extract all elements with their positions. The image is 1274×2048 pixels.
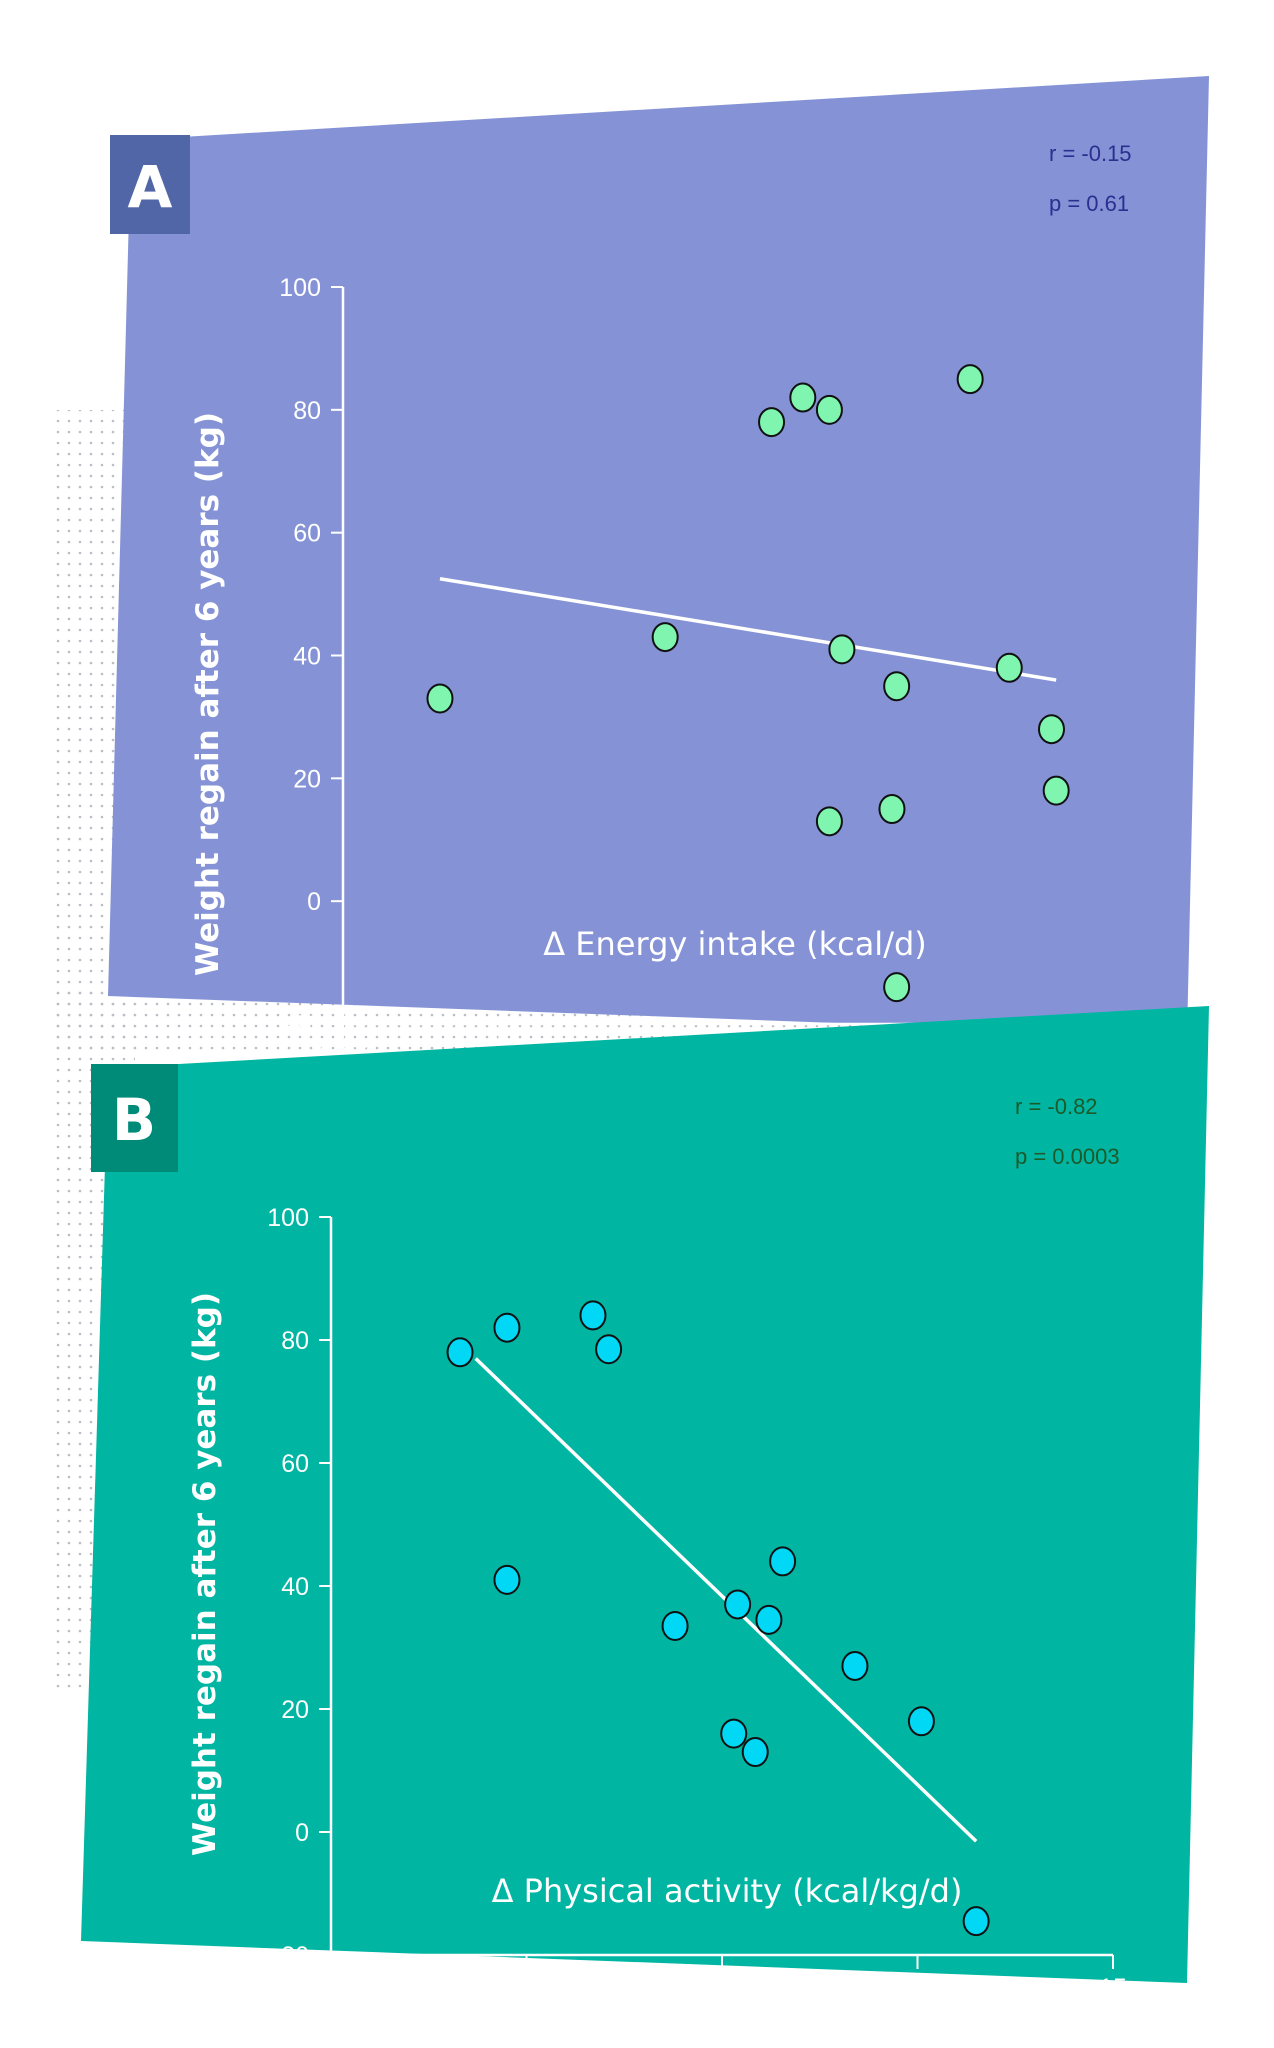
panel-a-letter: A (128, 153, 173, 221)
panel-a: A r = -0.15 p = 0.61 Weight regain after… (108, 76, 1209, 1069)
panel-b-y-tick-label: 0 (295, 1819, 309, 1847)
panel-a-data-point (1042, 775, 1070, 806)
panel-b-data-point (755, 1604, 783, 1635)
panel-a-label-box (110, 135, 190, 234)
panel-b-r-value: r = -0.82 (1015, 1094, 1098, 1119)
panel-a-data-point (1037, 714, 1065, 745)
panel-b-y-tick-label: 40 (281, 1573, 309, 1601)
panel-b-label-box (91, 1064, 178, 1172)
panel-b-x-tick-label: -5 (320, 1974, 342, 2002)
panel-a-y-tick-label: 20 (293, 765, 321, 793)
panel-a-trendline (439, 577, 1057, 682)
panel-b-x-tick-label: 15 (1099, 1974, 1127, 2002)
panel-b-data-point (579, 1300, 607, 1331)
panel-a-data-point (789, 382, 817, 413)
panel-a-data-point (995, 652, 1023, 683)
panel-b-data-point (720, 1718, 748, 1749)
panel-a-y-tick-label: 0 (307, 888, 321, 916)
panel-a-r-value: r = -0.15 (1049, 141, 1132, 166)
panel-a-data-point (651, 622, 679, 653)
panel-b-data-point (769, 1546, 797, 1577)
panel-b-background (81, 1006, 1209, 1983)
panel-b-data-point (841, 1650, 869, 1681)
panel-b-data-point (446, 1337, 474, 1368)
panel-b-y-tick-label: 80 (281, 1327, 309, 1355)
panel-a-p-value: p = 0.61 (1049, 191, 1129, 216)
panel-a-data-point (426, 683, 454, 714)
panel-a-y-tick-label: -20 (285, 1011, 321, 1039)
panel-b-x-tick-label: 10 (904, 1974, 932, 2002)
panel-a-y-axis-label: Weight regain after 6 years (kg) (190, 412, 226, 976)
panel-b-data-point (724, 1589, 752, 1620)
panel-a-data-point (883, 972, 911, 1003)
panel-b-y-tick-label: 20 (281, 1696, 309, 1724)
panel-a-data-point (815, 394, 843, 425)
panel-a-background (108, 76, 1209, 1036)
panel-b-x-tick-label: 5 (715, 1974, 729, 2002)
panel-b-y-axis-label: Weight regain after 6 years (kg) (187, 1292, 223, 1856)
panel-a-y-tick-label: 40 (293, 643, 321, 671)
panel-b-y-tick-label: -20 (273, 1942, 309, 1970)
panel-b-y-tick-label: 60 (281, 1450, 309, 1478)
panel-b-data-point (962, 1906, 990, 1937)
panel-b: B r = -0.82 p = 0.0003 Weight regain aft… (81, 1006, 1209, 2002)
panel-a-y-tick-label: 100 (279, 274, 321, 302)
panel-b-data-point (661, 1610, 689, 1641)
panel-b-data-point (907, 1706, 935, 1737)
panel-b-data-point (595, 1334, 623, 1365)
panel-b-letter: B (112, 1086, 156, 1154)
panel-b-p-value: p = 0.0003 (1015, 1144, 1120, 1169)
panel-a-x-axis-label: Δ Energy intake (kcal/d) (543, 925, 927, 963)
panel-a-data-point (883, 671, 911, 702)
panel-b-data-point (741, 1737, 769, 1768)
panel-b-data-point (493, 1312, 521, 1343)
panel-a-data-point (815, 806, 843, 837)
panel-b-y-tick-label: 100 (267, 1204, 309, 1232)
panel-a-data-point (956, 364, 984, 395)
panel-b-x-axis-label: Δ Physical activity (kcal/kg/d) (492, 1872, 963, 1910)
panel-b-data-point (493, 1564, 521, 1595)
panel-a-data-point (878, 794, 906, 825)
panel-a-data-point (758, 407, 786, 438)
panel-b-x-tick-label: 0 (520, 1974, 534, 2002)
panel-a-y-tick-label: 60 (293, 520, 321, 548)
panel-a-y-tick-label: 80 (293, 397, 321, 425)
panel-a-data-point (828, 634, 856, 665)
